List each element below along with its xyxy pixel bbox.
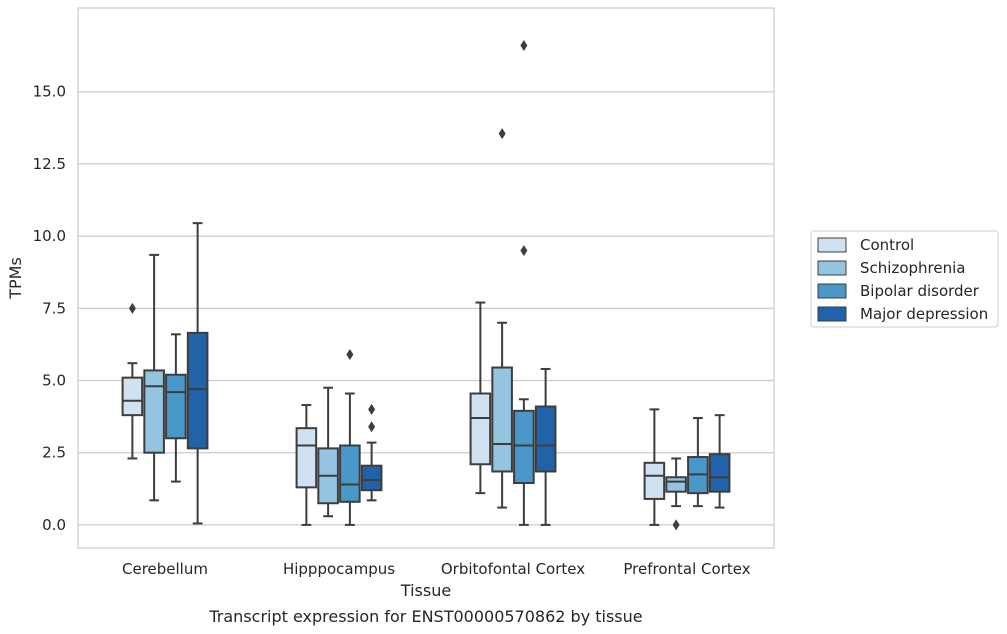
box-plot-item xyxy=(121,302,144,460)
plot-frame xyxy=(77,7,775,549)
box-iqr xyxy=(121,376,144,417)
legend-label: Major depression xyxy=(860,305,988,323)
outlier-point xyxy=(672,519,680,531)
legend: Control Schizophrenia Bipolar disorder Majo… xyxy=(810,230,999,328)
x-tick-label: Cerebellum xyxy=(122,560,208,578)
box-iqr xyxy=(360,464,383,492)
y-tick-label: 2.5 xyxy=(42,444,66,462)
y-tick-label: 7.5 xyxy=(42,299,66,317)
legend-frame xyxy=(810,230,999,328)
box-plot-item xyxy=(143,253,165,502)
outlier-point xyxy=(368,421,376,433)
x-tick-label: Orbitofontal Cortex xyxy=(441,560,585,578)
box-iqr xyxy=(665,476,687,493)
x-axis-title: Tissue xyxy=(400,581,451,600)
box-plot-item xyxy=(360,403,383,502)
legend-label: Control xyxy=(860,236,914,254)
box-plot-item xyxy=(665,457,687,531)
box-plot-item xyxy=(317,386,339,518)
box-iqr xyxy=(143,369,165,454)
x-tick-label: Hipppocampus xyxy=(283,560,395,578)
box-plot-item xyxy=(513,40,535,526)
box-iqr xyxy=(295,427,318,489)
y-tick-label: 10.0 xyxy=(33,227,66,245)
y-tick-label: 15.0 xyxy=(33,83,66,101)
grid-lines xyxy=(78,91,774,526)
outlier-point xyxy=(368,403,376,415)
box-plot-item xyxy=(708,414,731,509)
box-iqr xyxy=(491,366,513,473)
box-plot-item xyxy=(687,417,709,508)
outlier-point xyxy=(346,349,354,361)
outlier-point xyxy=(520,40,528,52)
legend-label: Bipolar disorder xyxy=(860,282,980,300)
box-plot-item xyxy=(534,367,557,526)
box-iqr xyxy=(708,453,731,493)
outlier-point xyxy=(520,245,528,257)
y-tick-label: 5.0 xyxy=(42,372,66,390)
x-tick-label: Prefrontal Cortex xyxy=(623,560,750,578)
box-iqr xyxy=(534,405,557,473)
legend-label: Schizophrenia xyxy=(860,259,965,277)
box-plot-item xyxy=(339,349,361,526)
box-plot-item xyxy=(469,301,492,495)
box-iqr xyxy=(643,461,666,500)
box-plot-item xyxy=(165,333,187,483)
y-tick-label: 0.0 xyxy=(42,516,66,534)
boxes-layer xyxy=(121,40,731,531)
legend-swatch xyxy=(817,306,847,322)
chart-caption: Transcript expression for ENST0000057086… xyxy=(208,607,642,626)
legend-swatch xyxy=(817,283,847,299)
box-plot-item xyxy=(491,128,513,509)
x-tick-labels: Cerebellum Hipppocampus Orbitofontal Corte… xyxy=(122,560,751,578)
outlier-point xyxy=(498,128,506,140)
y-axis-title: TPMs xyxy=(6,257,25,300)
outlier-point xyxy=(128,302,136,314)
y-tick-label: 12.5 xyxy=(33,155,66,173)
box-plot-item xyxy=(295,404,318,526)
legend-swatch xyxy=(817,237,847,253)
box-iqr xyxy=(513,409,535,485)
box-plot-item xyxy=(186,222,209,525)
box-iqr xyxy=(186,331,209,450)
box-iqr xyxy=(469,392,492,466)
legend-swatch xyxy=(817,260,847,276)
y-tick-labels: 0.0 2.5 5.0 7.5 10.0 12.5 15.0 xyxy=(33,83,66,534)
box-plot-item xyxy=(643,408,666,526)
box-iqr xyxy=(165,373,187,440)
box-iqr xyxy=(339,444,361,503)
